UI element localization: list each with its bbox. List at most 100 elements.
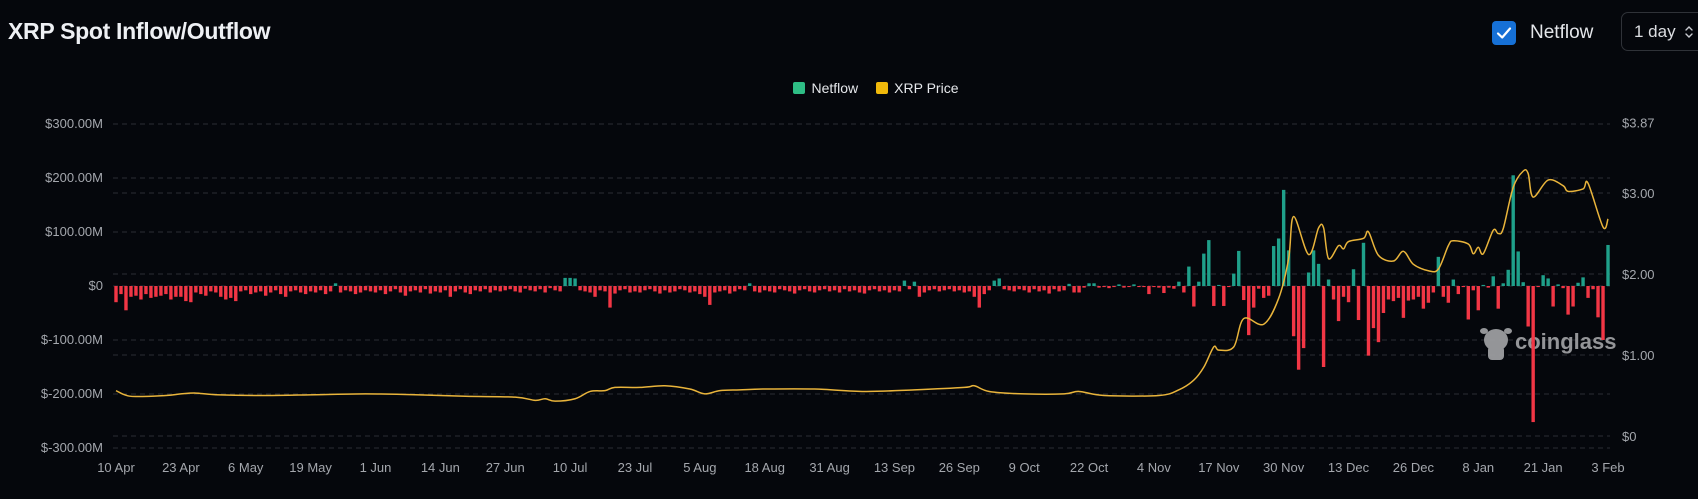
netflow-bar [1506,269,1510,286]
check-icon [1496,27,1512,39]
netflow-bar [179,286,183,297]
netflow-bar [812,286,817,293]
netflow-bar [1361,242,1366,286]
x-tick-label: 31 Aug [809,460,850,475]
netflow-bar [1496,286,1500,309]
netflow-bar [967,286,971,292]
netflow-bar [748,283,752,286]
netflow-bar [817,286,822,291]
netflow-bar [1581,277,1585,286]
netflow-bar [368,286,373,292]
netflow-bar [1406,286,1411,301]
netflow-bar [348,286,353,292]
netflow-bar [224,286,228,300]
netflow-bar [718,286,722,292]
legend-label-price: XRP Price [894,80,959,96]
netflow-bar [448,286,453,297]
netflow-bar [268,286,273,293]
netflow-checkbox[interactable] [1492,21,1516,45]
netflow-bar [583,286,587,292]
netflow-bar [738,286,742,290]
netflow-bar [1331,286,1336,300]
netflow-bar [259,286,263,292]
netflow-bar [763,286,767,291]
x-tick-label: 13 Dec [1328,460,1370,475]
legend-item-price[interactable]: XRP Price [876,80,959,96]
netflow-bar [1167,286,1171,288]
netflow-bar [1516,251,1520,286]
netflow-bar [598,286,602,291]
netflow-bar [753,286,757,292]
netflow-bar [408,286,413,292]
watermark-text: coinglass [1515,329,1616,354]
netflow-toggle[interactable]: Netflow [1492,21,1593,45]
netflow-bar [209,286,213,292]
netflow-bar [992,280,996,286]
netflow-bar [668,286,672,293]
netflow-bar [1311,250,1316,286]
netflow-bar [1242,286,1246,301]
netflow-bar [219,286,223,297]
netflow-bar [1526,286,1530,327]
x-tick-label: 10 Jul [553,460,588,475]
netflow-bar [842,286,847,290]
netflow-bar [313,286,318,293]
netflow-bar [1411,286,1416,300]
x-tick-label: 19 May [289,460,332,475]
netflow-bar [782,286,787,291]
netflow-bar [942,286,947,291]
netflow-bar [1451,279,1456,286]
netflow-bar [1052,286,1056,290]
netflow-bar [1556,284,1560,286]
netflow-bar [982,286,986,295]
netflow-bar [643,286,647,291]
netflow-bar [1341,286,1346,297]
up-down-chevron-icon [1684,25,1693,38]
netflow-bar [164,286,168,295]
netflow-bar [802,286,807,290]
netflow-bar [1541,275,1545,286]
netflow-bar [563,277,567,286]
netflow-bars [114,175,1610,423]
netflow-bar [518,286,522,293]
netflow-bar [413,286,418,291]
x-tick-label: 14 Jun [421,460,460,475]
xrp-price-line [115,169,1609,402]
netflow-bar [343,286,348,291]
netflow-bar [398,286,403,293]
netflow-bar [1476,286,1480,311]
netflow-bar [403,286,408,296]
netflow-bar [1566,286,1570,315]
netflow-bar [852,286,857,291]
netflow-bar [1481,284,1485,286]
legend-item-netflow[interactable]: Netflow [793,80,858,96]
netflow-bar [149,286,153,298]
netflow-bar [1376,286,1381,343]
netflow-bar [553,286,557,291]
netflow-bar [633,286,637,292]
netflow-bar [613,286,617,294]
netflow-bar [1551,286,1555,307]
netflow-bar [1491,276,1495,286]
netflow-bar [328,286,333,292]
netflow-bar [1252,286,1256,308]
netflow-bar [927,286,932,291]
netflow-bar [1511,175,1515,286]
netflow-bar [1112,286,1116,288]
netflow-bar [777,286,782,290]
netflow-bar [922,286,927,293]
netflow-bar [1586,286,1590,298]
netflow-bar [1162,286,1166,294]
netflow-bar [1147,286,1151,295]
netflow-bar [184,286,188,302]
netflow-bar [1087,283,1091,286]
netflow-bar [728,286,732,294]
interval-select[interactable]: 1 day [1621,12,1698,51]
netflow-bar [119,286,123,295]
netflow-bar [308,286,313,292]
netflow-bar [244,286,248,291]
x-tick-label: 30 Nov [1263,460,1305,475]
netflow-bar [234,286,238,302]
y-right-tick-label: $0 [1622,429,1636,444]
netflow-bar [438,286,443,293]
